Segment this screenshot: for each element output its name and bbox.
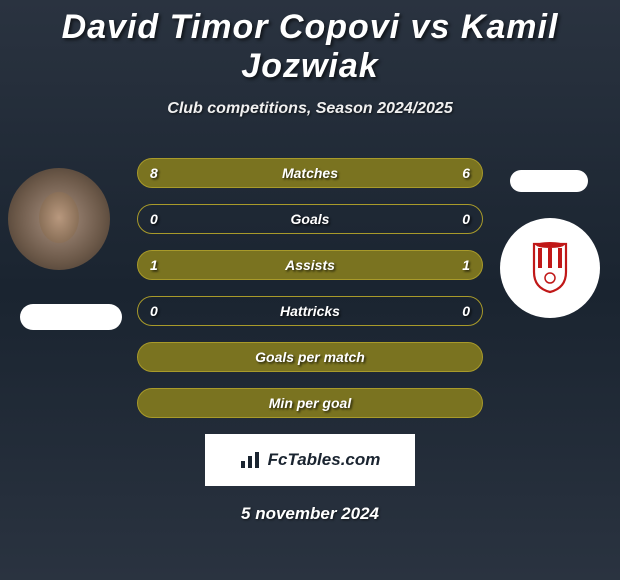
granada-shield-icon [532,242,568,294]
stat-left-value: 8 [150,165,170,181]
comparison-title: David Timor Copovi vs Kamil Jozwiak [0,0,620,86]
fctables-watermark: FcTables.com [205,434,415,486]
stat-right-value: 0 [450,303,470,319]
bars-icon [240,451,262,469]
stat-label: Min per goal [170,395,450,411]
player-left-club-badge [20,304,122,330]
stat-row: Min per goal [137,388,483,418]
stat-label: Hattricks [170,303,450,319]
stat-label: Goals [170,211,450,227]
stat-label: Goals per match [170,349,450,365]
comparison-date: 5 november 2024 [0,504,620,524]
fctables-label: FcTables.com [268,450,381,470]
stat-left-value: 1 [150,257,170,273]
stat-row: 1Assists1 [137,250,483,280]
stat-row: 0Goals0 [137,204,483,234]
stats-list: 8Matches60Goals01Assists10Hattricks0Goal… [137,158,483,418]
stat-row: 0Hattricks0 [137,296,483,326]
player-right-club-badge [510,170,588,192]
stat-row: 8Matches6 [137,158,483,188]
stat-left-value: 0 [150,303,170,319]
stat-right-value: 1 [450,257,470,273]
player-left-avatar [8,168,110,270]
stat-label: Matches [170,165,450,181]
stat-left-value: 0 [150,211,170,227]
stat-row: Goals per match [137,342,483,372]
player-right-avatar [500,218,600,318]
stat-right-value: 0 [450,211,470,227]
comparison-content: 8Matches60Goals01Assists10Hattricks0Goal… [0,158,620,524]
comparison-subtitle: Club competitions, Season 2024/2025 [0,100,620,118]
stat-right-value: 6 [450,165,470,181]
stat-label: Assists [170,257,450,273]
